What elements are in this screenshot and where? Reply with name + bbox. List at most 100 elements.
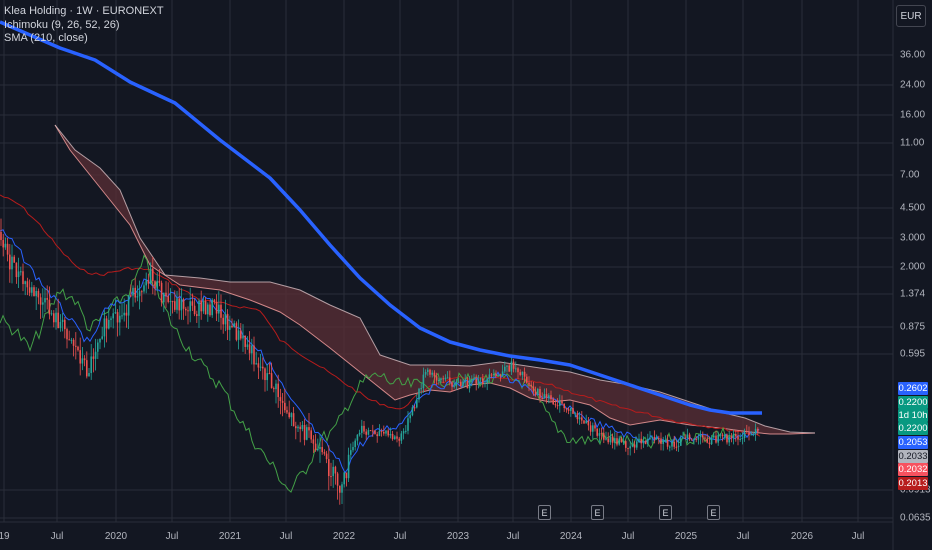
candle-body [94,351,97,359]
candle-body [539,389,541,398]
candle-body [477,379,480,384]
candle-body [561,401,563,404]
candle-body [680,438,682,446]
candle-body [754,428,757,435]
candle-body [620,438,623,443]
candle-body [11,256,13,270]
candle-body [596,428,598,436]
candle-body [677,445,680,447]
candle-body [693,438,695,441]
candles [0,218,759,505]
candle-body [457,381,460,383]
price-tick-label: 16.00 [900,109,926,121]
symbol-title[interactable]: Klea Holding · 1W · EURONEXT [4,5,164,17]
candle-body [24,281,26,285]
candle-body [110,318,112,320]
candle-body [196,314,198,317]
time-tick-label: 2026 [790,531,814,542]
candle-body [528,382,530,385]
candle-body [416,399,418,408]
ichimoku-legend[interactable]: Ichimoku (9, 26, 52, 26) [4,18,120,31]
candle-body [35,291,37,297]
candle-body [563,403,565,409]
candle-body [189,301,191,312]
candle-body [275,383,277,390]
candle-body [365,431,367,435]
candle-body [411,407,414,416]
earnings-marker[interactable]: E [707,505,720,520]
candle-body [515,368,517,370]
sma-legend[interactable]: SMA (210, close) [4,32,88,44]
earnings-marker[interactable]: E [591,505,604,520]
candle-body [6,243,9,255]
candle-body [202,301,205,312]
time-tick-label: 2025 [674,531,698,542]
candle-body [400,433,403,441]
candle-body [167,296,169,302]
candle-body [523,371,526,377]
candle-body [251,345,253,354]
price-tick-label: 24.00 [900,79,926,91]
candle-body [614,438,616,443]
candle-body [655,437,658,439]
candle-body [182,299,185,309]
candle-body [240,330,242,339]
candle-body [90,356,92,374]
candle-body [484,382,486,385]
candle-body [66,329,68,340]
candle-body [545,394,548,398]
time-tick-label: 2021 [218,531,242,542]
candle-body [171,301,174,303]
price-tick-label: 0.595 [900,348,926,360]
candle-body [644,440,647,445]
candle-body [180,299,183,311]
candle-body [603,433,605,440]
candle-body [72,339,75,346]
candle-body [750,434,752,436]
candle-body [598,433,601,436]
price-tag: 0.2032 [898,463,928,476]
candle-body [125,312,128,316]
candle-body [589,425,592,432]
candle-body [165,292,167,297]
candle-body [224,313,227,325]
earnings-marker[interactable]: E [659,505,672,520]
candle-body [418,388,420,400]
candle-body [367,430,370,435]
candle-body [369,430,372,432]
candle-body [297,426,299,429]
time-tick-label: 19 [0,531,10,542]
candle-body [259,366,262,368]
candle-body [495,373,497,376]
candle-body [732,434,735,439]
candle-body [312,439,315,444]
candle-body [207,304,209,315]
candle-body [682,437,684,439]
candle-body [306,427,308,440]
time-tick-label: Jul [506,531,520,542]
time-tick-label: Jul [279,531,293,542]
currency-button[interactable]: EUR [896,5,926,27]
price-tag: 0.2013 [898,477,928,490]
candle-body [431,372,433,375]
candle-body [728,436,730,443]
candle-body [541,397,543,399]
candle-body [59,321,62,329]
candle-body [169,301,172,303]
candle-body [160,282,163,303]
candle-body [482,378,484,385]
candle-body [493,373,495,375]
grid [0,0,894,550]
candle-body [741,437,744,439]
candle-body [215,301,218,314]
candle-body [662,440,664,444]
candle-body [519,372,521,375]
candle-body [253,345,255,365]
candle-body [334,466,337,474]
candle-body [191,301,194,306]
candle-body [372,430,374,432]
candle-body [284,402,286,411]
candle-body [17,271,20,278]
earnings-marker[interactable]: E [538,505,551,520]
